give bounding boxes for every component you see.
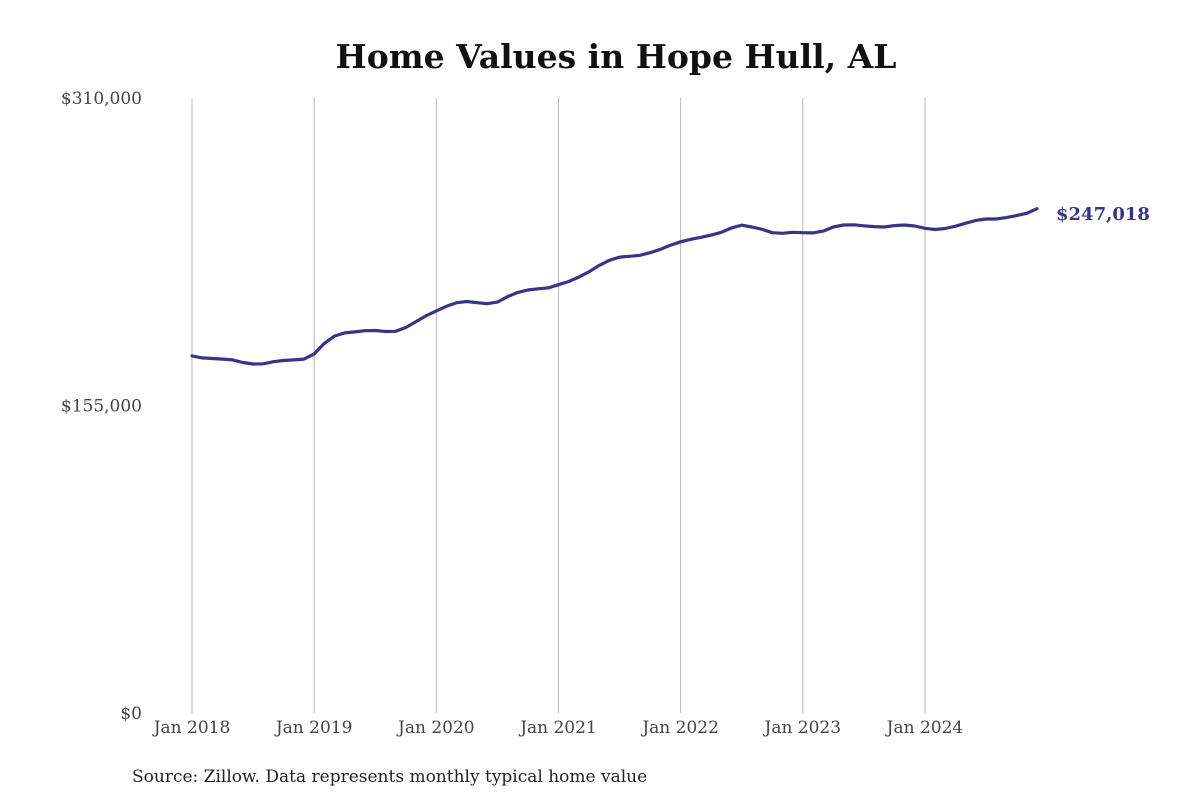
x-tick-label: Jan 2022 — [640, 718, 719, 738]
chart-title: Home Values in Hope Hull, AL — [336, 37, 897, 76]
series-line — [190, 207, 1039, 366]
y-tick-label: $155,000 — [61, 397, 142, 417]
y-axis-ticks: $310,000 $155,000 $0 — [61, 89, 142, 724]
end-value-label: $247,018 — [1056, 204, 1150, 225]
x-tick-label: Jan 2018 — [152, 718, 231, 738]
y-tick-label: $0 — [120, 704, 142, 724]
x-tick-label: Jan 2023 — [763, 718, 842, 738]
y-tick-label: $310,000 — [61, 89, 142, 109]
series-layer — [190, 207, 1039, 366]
gridlines — [191, 98, 926, 713]
x-tick-label: Jan 2021 — [518, 718, 597, 738]
x-tick-label: Jan 2019 — [274, 718, 353, 738]
x-tick-label: Jan 2020 — [396, 718, 475, 738]
x-axis-ticks: Jan 2018 Jan 2019 Jan 2020 Jan 2021 Jan 2022… — [152, 718, 964, 738]
x-tick-label: Jan 2024 — [885, 718, 964, 738]
source-note: Source: Zillow. Data represents monthly … — [132, 767, 647, 787]
